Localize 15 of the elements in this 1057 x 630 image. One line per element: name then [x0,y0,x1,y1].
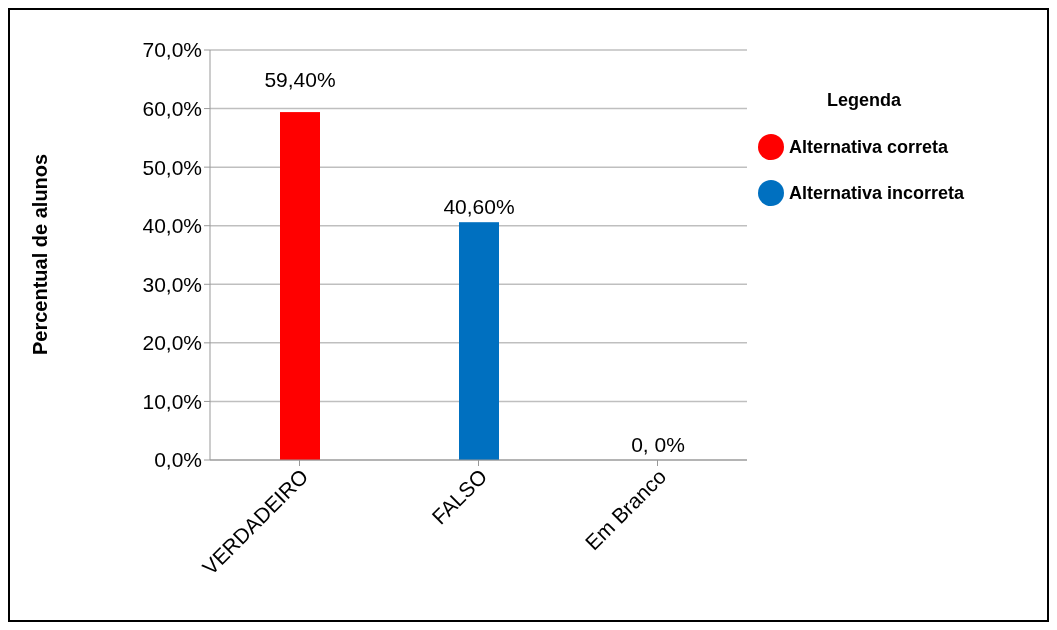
y-tick-label: 60,0% [142,97,202,121]
y-tick-label: 20,0% [142,331,202,355]
y-tick-label: 70,0% [142,38,202,62]
legend-label: Alternativa correta [789,136,949,158]
legend-title: Legenda [827,90,902,111]
data-label: 0, 0% [631,433,685,456]
data-label: 59,40% [264,68,336,92]
y-axis-title: Percentual de alunos [29,153,52,355]
y-tick-label: 10,0% [142,389,202,413]
y-tick-label: 40,0% [142,214,202,238]
y-tick-label: 0,0% [154,448,202,472]
data-label: 40,60% [443,195,515,219]
y-tick-label: 50,0% [142,155,202,179]
legend-label: Alternativa incorreta [789,182,965,204]
y-tick-label: 30,0% [142,272,202,296]
